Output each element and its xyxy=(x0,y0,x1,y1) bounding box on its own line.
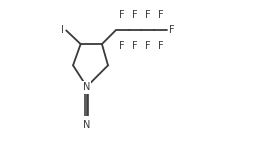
Text: F: F xyxy=(158,41,164,51)
Text: F: F xyxy=(132,41,138,51)
Text: N: N xyxy=(83,120,90,130)
Text: F: F xyxy=(145,10,151,20)
Text: N: N xyxy=(83,82,90,92)
Text: I: I xyxy=(61,25,64,35)
Text: F: F xyxy=(119,10,125,20)
Text: F: F xyxy=(158,10,164,20)
Text: F: F xyxy=(132,10,138,20)
Text: F: F xyxy=(119,41,125,51)
Text: F: F xyxy=(145,41,151,51)
Text: F: F xyxy=(169,25,174,35)
